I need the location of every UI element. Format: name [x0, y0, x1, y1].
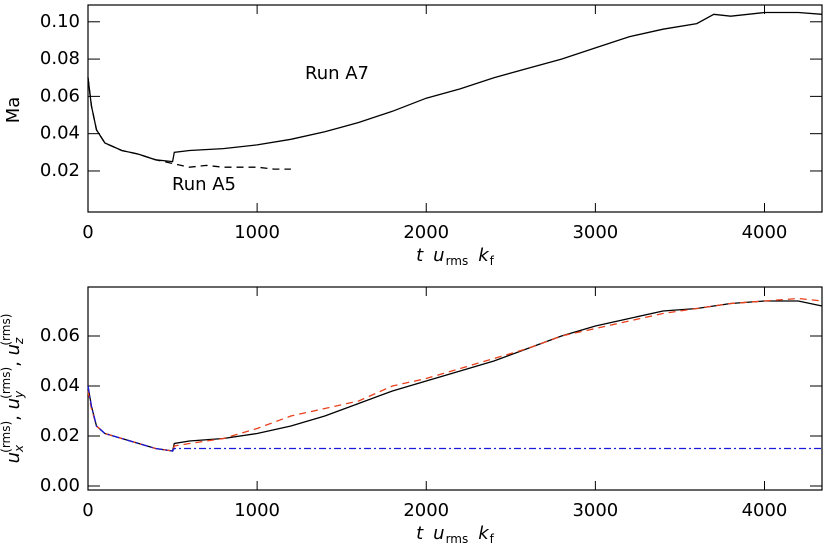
x-axis-label: t urms kf: [416, 523, 495, 546]
x-axis-label-part: k: [478, 245, 490, 266]
y-axis-label-part: z: [12, 337, 26, 345]
x-axis-label-part: f: [490, 532, 495, 546]
x-axis-label: t urms kf: [416, 245, 495, 268]
x-tick-label: 1000: [234, 222, 280, 243]
x-tick-label: 4000: [742, 222, 788, 243]
x-axis-label-part: rms: [446, 532, 469, 546]
y-axis-label-part: y: [12, 390, 26, 399]
y-tick-label: 0.02: [40, 160, 80, 181]
plot-frame: [87, 286, 823, 491]
y-tick-label: 0.08: [40, 48, 80, 69]
x-tick-label: 3000: [572, 500, 618, 521]
x-axis-label-part: u: [433, 523, 444, 544]
annotation: Run A7: [305, 63, 369, 84]
y-tick-label: 0.04: [40, 123, 80, 144]
y-axis-label-part: (rms): [0, 367, 13, 399]
y-tick-label: 0.06: [40, 85, 80, 106]
y-axis-label-part: x: [12, 444, 26, 453]
x-axis-label-part: t: [416, 245, 424, 266]
series-line: [87, 77, 291, 170]
y-axis-label-part: ,: [3, 355, 24, 366]
series-line: [87, 300, 823, 452]
y-axis-label-part: u: [3, 344, 24, 355]
y-tick-label: 0.04: [40, 375, 80, 396]
series-line: [87, 385, 822, 452]
y-axis-label-part: u: [3, 452, 24, 463]
y-tick-label: 0.02: [40, 425, 80, 446]
y-axis-label: Ma: [3, 97, 24, 124]
y-axis-label-part: (rms): [0, 314, 13, 346]
x-axis-label-part: u: [433, 245, 444, 266]
x-tick-label: 4000: [742, 500, 788, 521]
y-axis-label-part: ,: [3, 409, 24, 420]
y-axis-label-part: u: [3, 398, 24, 409]
x-axis-label-part: rms: [446, 254, 469, 268]
series-line: [87, 297, 823, 452]
x-axis-label-part: k: [478, 523, 490, 544]
x-tick-label: 3000: [572, 222, 618, 243]
y-axis-label: ux(rms), uy(rms), uz(rms): [0, 314, 26, 464]
series-line: [87, 11, 823, 163]
y-tick-label: 0.00: [40, 475, 80, 496]
x-tick-label: 1000: [234, 500, 280, 521]
x-tick-label: 2000: [403, 222, 449, 243]
x-axis-label-part: f: [490, 254, 495, 268]
x-tick-label: 0: [82, 222, 93, 243]
x-axis-label-part: t: [416, 523, 424, 544]
y-tick-label: 0.06: [40, 325, 80, 346]
x-tick-label: 0: [82, 500, 93, 521]
y-tick-label: 0.10: [40, 11, 80, 32]
annotation: Run A5: [172, 174, 236, 195]
plot-frame: [87, 4, 823, 213]
x-tick-label: 2000: [403, 500, 449, 521]
y-axis-label-part: (rms): [0, 421, 13, 453]
